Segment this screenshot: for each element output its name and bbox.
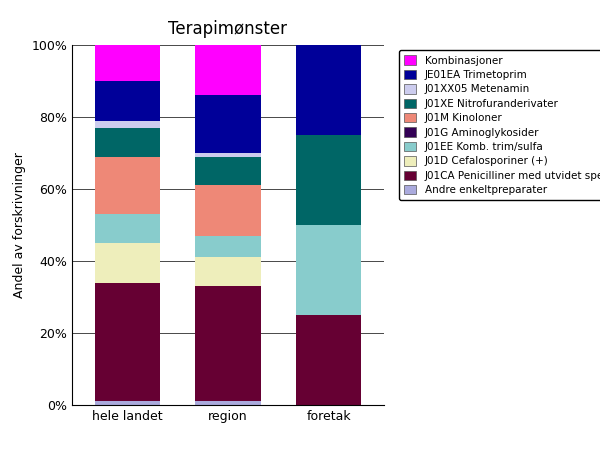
Bar xyxy=(95,81,160,121)
Bar xyxy=(296,225,361,315)
Bar xyxy=(95,128,160,157)
Bar xyxy=(195,95,261,153)
Bar xyxy=(195,157,261,185)
Bar xyxy=(95,214,160,243)
Bar xyxy=(95,243,160,283)
Bar xyxy=(195,153,261,157)
Legend: Kombinasjoner, JE01EA Trimetoprim, J01XX05 Metenamin, J01XE Nitrofuranderivater,: Kombinasjoner, JE01EA Trimetoprim, J01XX… xyxy=(398,50,600,200)
Title: Terapimønster: Terapimønster xyxy=(169,20,287,38)
Bar xyxy=(95,283,160,401)
Bar xyxy=(195,257,261,286)
Bar xyxy=(195,286,261,401)
Bar xyxy=(95,401,160,405)
Bar xyxy=(95,45,160,81)
Bar xyxy=(195,45,261,95)
Bar xyxy=(296,315,361,405)
Bar xyxy=(95,157,160,214)
Bar xyxy=(95,121,160,128)
Bar xyxy=(296,45,361,135)
Bar xyxy=(195,236,261,257)
Bar xyxy=(296,135,361,225)
Bar xyxy=(195,185,261,236)
Bar xyxy=(195,401,261,405)
Y-axis label: Andel av forskrivninger: Andel av forskrivninger xyxy=(13,152,26,298)
